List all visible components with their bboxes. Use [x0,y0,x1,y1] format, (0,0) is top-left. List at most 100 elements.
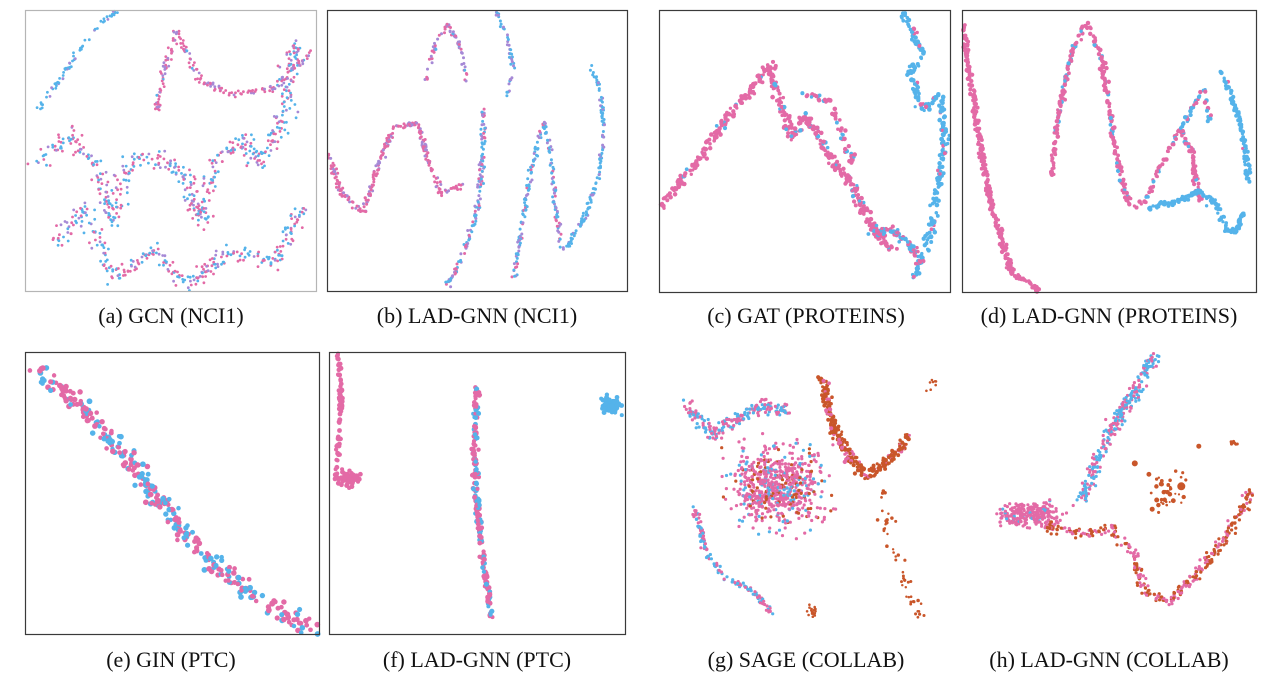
data-point [26,162,30,166]
data-point [90,178,94,182]
data-point [183,278,187,282]
data-point [379,156,383,160]
data-point [99,172,102,176]
data-point [105,200,108,203]
data-point [104,446,109,451]
data-point [436,37,440,41]
data-point [128,456,134,463]
data-point [1241,135,1246,140]
data-point [1234,228,1238,232]
data-point [169,159,173,163]
data-point [690,418,694,422]
data-point [245,164,249,168]
data-point [98,236,102,239]
data-point [774,441,778,445]
data-point [728,106,733,110]
data-point [93,27,97,31]
data-point [220,262,223,266]
data-point [477,163,481,167]
data-point [704,156,710,161]
data-point [473,471,478,477]
data-point [289,214,293,218]
data-point [846,143,851,149]
data-point [478,161,482,164]
data-point [205,264,209,268]
data-point [463,65,467,69]
data-point [39,107,42,111]
data-point [759,458,763,462]
data-point [972,100,977,105]
data-point [198,77,202,81]
data-point [600,116,604,120]
data-point [474,217,478,220]
data-point [196,77,200,81]
data-point [1244,173,1249,178]
data-point [980,157,985,162]
data-point [132,165,136,168]
data-point [881,232,886,236]
data-point [546,138,549,142]
data-point [173,166,176,169]
data-point [999,244,1004,249]
data-point [866,232,871,236]
data-point [810,518,814,523]
data-point [45,163,48,167]
data-point [234,91,237,95]
data-point [48,379,54,385]
data-point [1238,216,1242,221]
data-point [97,178,100,182]
data-point [550,171,554,175]
data-point [940,128,945,133]
data-point [603,401,609,406]
data-point [459,47,463,51]
data-point [856,193,861,197]
data-point [301,60,304,63]
data-point [1183,141,1188,146]
data-point [917,43,922,48]
data-point [299,625,306,631]
data-point [247,89,251,93]
data-point [192,278,196,282]
data-point [805,93,810,98]
data-point [700,417,704,421]
data-point [934,211,939,215]
data-point [142,477,148,482]
data-point [994,217,998,222]
data-point [474,435,480,441]
data-point [66,239,70,243]
data-point [172,516,178,523]
data-point [434,185,438,189]
data-point [601,410,607,415]
data-point [483,126,487,130]
data-point [901,18,906,23]
data-point [586,201,590,205]
data-point [905,240,910,244]
scatter-svg [24,9,318,293]
data-point [181,280,185,284]
data-point [42,153,46,157]
data-point [985,172,990,177]
data-point [171,525,178,531]
data-point [211,159,215,163]
data-point [147,161,150,165]
data-point [591,193,595,197]
data-point [1054,118,1060,124]
data-point [1247,167,1252,172]
data-point [428,161,431,165]
data-point [119,192,122,196]
data-point [746,411,750,415]
data-point [536,154,540,158]
data-point [335,480,342,486]
data-point [238,594,244,600]
data-point [62,235,65,239]
data-point [720,474,724,479]
data-point [1070,53,1075,58]
data-point [599,396,604,401]
data-point [790,495,795,499]
data-point [298,213,301,217]
data-point [475,518,480,523]
data-point [597,153,601,157]
data-point [1238,219,1242,224]
data-point [239,92,243,95]
data-point [523,215,527,219]
